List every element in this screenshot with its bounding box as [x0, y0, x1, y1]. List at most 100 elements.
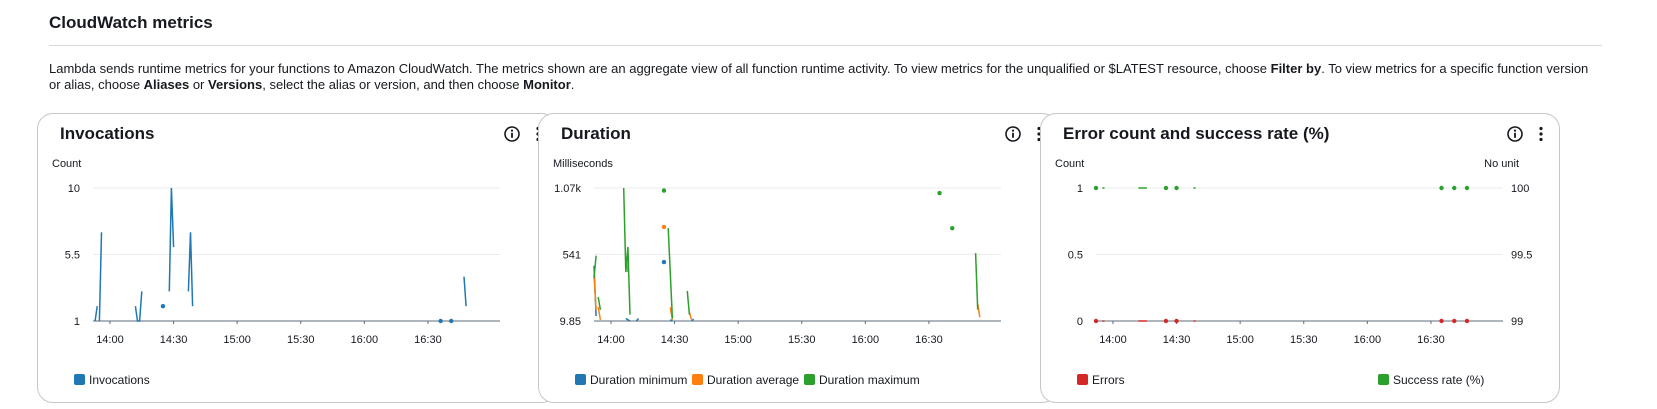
series-line [593, 274, 597, 310]
top-toolbar [0, 0, 1657, 2]
data-point [1093, 318, 1099, 324]
y-tick-label: 1.07k [554, 183, 581, 195]
y-axis-label: Count [1055, 158, 1084, 170]
legend-item-success-rate[interactable]: Success rate (%) [1378, 373, 1484, 387]
legend-swatch [692, 374, 703, 385]
y-axis-label: Count [52, 158, 81, 170]
description-text-4: , select the alias or version, and then … [262, 77, 524, 92]
series-line [187, 232, 194, 307]
data-point [1439, 185, 1444, 191]
series-line [98, 232, 103, 322]
duration-chart: Milliseconds 9.85 541 1.07k 14:00 14:30 15:00 1… [553, 158, 1001, 346]
y-tick-label: 0.5 [1068, 250, 1083, 262]
error-success-chart: Count No unit 0 0.5 1 99 99.5 100 14:00 14:30 15:0… [1055, 158, 1532, 346]
description-text-2: . To view metrics for a specific functio… [49, 61, 1589, 92]
legend-label: Duration average [707, 373, 800, 387]
widget-title: Duration [561, 124, 631, 143]
data-point [1174, 318, 1179, 324]
section-title: CloudWatch metrics [49, 13, 213, 32]
y-tick-label: 5.5 [65, 250, 80, 262]
x-tick-label: 14:30 [661, 334, 689, 346]
monitor-link: Monitor [523, 77, 571, 92]
duration-widget: Milliseconds 9.85 541 1.07k 14:00 14:30 15:00 1… [538, 113, 1058, 403]
section-divider [49, 45, 1602, 46]
legend-item-invocations[interactable]: Invocations [74, 373, 150, 387]
x-tick-label: 15:30 [287, 334, 315, 346]
data-point [1163, 318, 1169, 324]
x-tick-label: 14:00 [1099, 334, 1127, 346]
series-duration-average [593, 224, 981, 320]
legend-item-duration-maximum[interactable]: Duration maximum [804, 373, 920, 387]
x-tick-label: 16:30 [1417, 334, 1445, 346]
series-line [625, 317, 631, 322]
series-line [597, 296, 602, 310]
y-tick-label: 0 [1077, 316, 1083, 328]
legend-swatch [575, 374, 586, 385]
series-line [134, 291, 143, 322]
series-line [622, 187, 631, 315]
data-point [1464, 185, 1470, 191]
series-duration-minimum [593, 259, 695, 322]
y2-axis-label: No unit [1484, 158, 1519, 170]
series-invocations [94, 187, 467, 324]
legend-label: Duration minimum [590, 373, 688, 387]
description-text-3: or [189, 77, 209, 92]
description-text-5: . [570, 77, 575, 92]
widget-title: Invocations [60, 124, 155, 143]
more-vertical-icon[interactable] [1032, 125, 1046, 143]
x-tick-label: 14:30 [160, 334, 188, 346]
x-tick-label: 16:00 [852, 334, 880, 346]
info-icon[interactable] [1004, 125, 1022, 143]
invocations-chart: Count 1 5.5 10 14:00 14:30 15:00 15:30 16:00 16:3… [52, 158, 500, 346]
x-tick-label: 16:00 [1354, 334, 1382, 346]
y-tick-label: 1 [74, 316, 80, 328]
legend-item-duration-minimum[interactable]: Duration minimum [575, 373, 687, 387]
x-tick-label: 15:00 [223, 334, 251, 346]
data-point [1452, 318, 1457, 324]
series-line [463, 276, 467, 307]
data-point [438, 318, 443, 324]
x-tick-label: 14:00 [597, 334, 625, 346]
y-tick-label: 9.85 [560, 316, 581, 328]
legend-item-duration-average[interactable]: Duration average [692, 373, 799, 387]
info-icon[interactable] [503, 125, 521, 143]
section-description: Lambda sends runtime metrics for your fu… [49, 61, 1602, 93]
data-point [950, 225, 955, 231]
series-duration-maximum [593, 187, 979, 319]
info-icon[interactable] [1506, 125, 1524, 143]
widget-title: Error count and success rate (%) [1063, 124, 1330, 143]
series-line [669, 319, 673, 322]
x-tick-label: 15:30 [788, 334, 816, 346]
series-line [974, 253, 979, 310]
legend-swatch [74, 374, 85, 385]
x-tick-label: 14:30 [1163, 334, 1191, 346]
legend-item-errors[interactable]: Errors [1077, 373, 1125, 387]
data-point [1439, 318, 1444, 324]
data-point [661, 224, 667, 230]
error-success-widget: Count No unit 0 0.5 1 99 99.5 100 14:00 14:30 15:0… [1040, 113, 1560, 403]
x-tick-label: 16:00 [351, 334, 379, 346]
y2-tick-label: 99.5 [1511, 250, 1532, 262]
series-success-rate [1093, 185, 1470, 191]
legend-label: Invocations [89, 373, 150, 387]
data-point [1163, 185, 1169, 191]
data-point [1093, 185, 1099, 191]
data-point [1452, 185, 1457, 191]
y2-tick-label: 99 [1511, 316, 1523, 328]
series-line [686, 290, 691, 315]
data-point [449, 318, 454, 324]
series-errors [1093, 318, 1470, 324]
legend-swatch [1378, 374, 1389, 385]
legend-label: Errors [1092, 373, 1125, 387]
legend-swatch [1077, 374, 1088, 385]
data-point [661, 259, 667, 265]
data-point [1464, 318, 1470, 324]
aliases-link: Aliases [143, 77, 190, 92]
more-vertical-icon[interactable] [1534, 125, 1548, 143]
series-line [597, 307, 602, 320]
series-line [168, 187, 175, 292]
data-point [160, 304, 166, 309]
x-tick-label: 14:00 [96, 334, 124, 346]
data-point [1174, 185, 1179, 191]
series-line [667, 228, 674, 319]
